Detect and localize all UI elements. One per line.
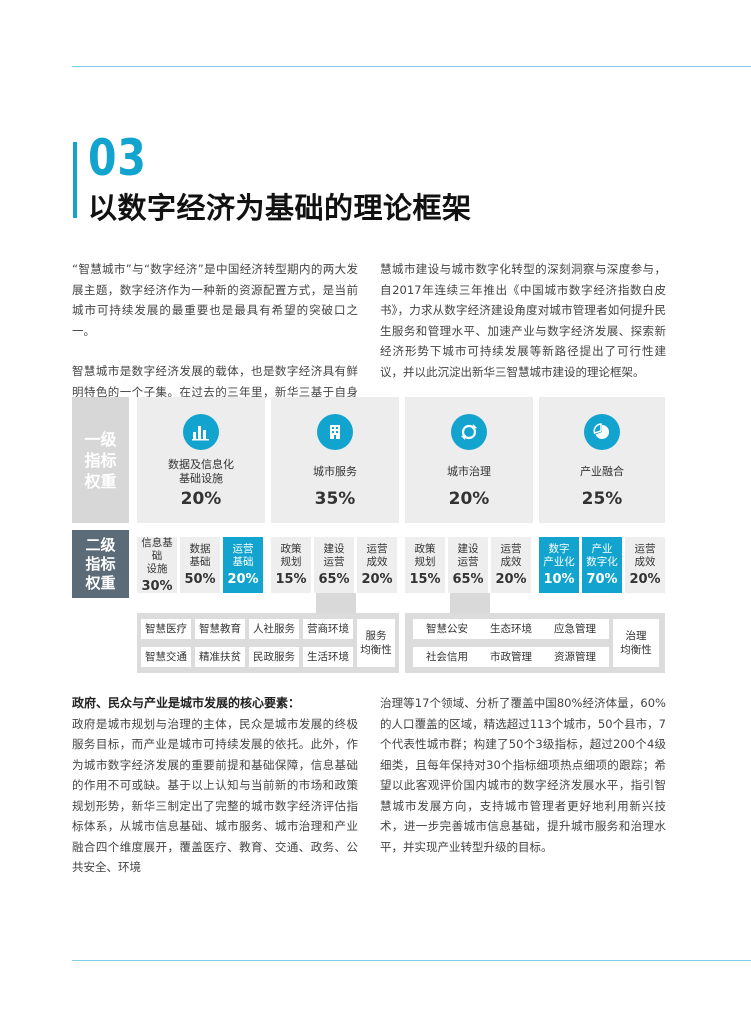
sub-indicator-label: 数据 基础 xyxy=(189,543,211,568)
sub-indicator: 政策 规划 15% xyxy=(271,537,311,593)
sub-indicator-weight: 20% xyxy=(227,572,259,587)
tag-item: 生活环境 xyxy=(303,647,353,667)
tag-item: 智慧教育 xyxy=(195,619,245,639)
sub-indicator-weight: 20% xyxy=(495,572,527,587)
sub-indicator: 运营 成效 20% xyxy=(357,537,397,593)
sub-indicator-weight: 50% xyxy=(184,572,216,587)
body-right-column: 治理等17个领域、分析了覆盖中国80%经济体量，60%的人口覆盖的区域，精选超过… xyxy=(380,693,666,857)
tag-item-balance: 治理 均衡性 xyxy=(613,619,659,667)
tag-item: 市政管理 xyxy=(477,647,545,667)
tag-item: 生态环境 xyxy=(477,619,545,639)
sub-indicator-weight: 20% xyxy=(361,572,393,587)
connector xyxy=(450,593,490,613)
building-icon xyxy=(317,414,353,450)
sub-indicator-label: 运营 成效 xyxy=(366,543,388,568)
category-name: 数据及信息化 基础设施 xyxy=(168,458,234,485)
sub-indicator-weight: 70% xyxy=(586,572,618,587)
sub-indicator: 政策 规划 15% xyxy=(405,537,445,593)
tag-item: 应急管理 xyxy=(541,619,609,639)
tag-item: 民政服务 xyxy=(249,647,299,667)
tag-item-balance: 服务 均衡性 xyxy=(357,619,395,667)
sub-indicator: 数字 产业化 10% xyxy=(539,537,579,593)
level2-label: 二级 指标 权重 xyxy=(72,530,129,598)
sub-indicator: 运营 成效 20% xyxy=(491,537,531,593)
sub-indicator-label: 数字 产业化 xyxy=(543,543,575,568)
category-name: 产业融合 xyxy=(580,465,624,478)
sub-indicator-label: 政策 规划 xyxy=(414,543,436,568)
sub-indicator-label: 建设 运营 xyxy=(323,543,345,568)
chapter-number: 03 xyxy=(88,129,147,187)
body-paragraph: 治理等17个领域、分析了覆盖中国80%经济体量，60%的人口覆盖的区域，精选超过… xyxy=(380,696,666,854)
tag-item: 人社服务 xyxy=(249,619,299,639)
sub-indicator-weight: 15% xyxy=(275,572,307,587)
tag-item: 资源管理 xyxy=(541,647,609,667)
chapter-accent-bar xyxy=(73,142,77,218)
intro-paragraph: “智慧城市”与“数字经济”是中国经济转型期内的两大发展主题，数字经济作为一种新的… xyxy=(72,262,358,338)
refresh-icon xyxy=(451,414,487,450)
sub-indicator-weight: 65% xyxy=(452,572,484,587)
tag-item: 精准扶贫 xyxy=(195,647,245,667)
sub-indicator-label: 运营 基础 xyxy=(232,543,254,568)
sub-indicator: 建设 运营 65% xyxy=(448,537,488,593)
category-card-services: 城市服务 35% xyxy=(271,397,399,523)
sub-indicator-weight: 20% xyxy=(629,572,661,587)
sub-indicator-label: 建设 运营 xyxy=(457,543,479,568)
sub-indicator-label: 信息基础 设施 xyxy=(141,536,173,575)
category-name: 城市治理 xyxy=(447,465,491,478)
sub-indicator: 数据 基础 50% xyxy=(180,537,220,593)
sub-indicator: 产业 数字化 70% xyxy=(582,537,622,593)
sub-indicator: 运营 基础 20% xyxy=(223,537,263,593)
service-tags-box: 智慧医疗 智慧教育 人社服务 营商环境 智慧交通 精准扶贫 民政服务 生活环境 … xyxy=(137,613,399,673)
top-rule xyxy=(72,66,751,67)
tag-item: 智慧医疗 xyxy=(141,619,191,639)
tag-item: 社会信用 xyxy=(413,647,481,667)
category-card-infrastructure: 数据及信息化 基础设施 20% xyxy=(137,397,265,523)
body-left-column: 政府、民众与产业是城市发展的核心要素： 政府是城市规划与治理的主体，民众是城市发… xyxy=(72,693,358,878)
category-card-industry: 产业融合 25% xyxy=(539,397,665,523)
sub-indicator-weight: 10% xyxy=(543,572,575,587)
sub-indicator-label: 政策 规划 xyxy=(280,543,302,568)
sub-indicator-label: 产业 数字化 xyxy=(586,543,618,568)
category-name: 城市服务 xyxy=(313,465,357,478)
body-heading: 政府、民众与产业是城市发展的核心要素： xyxy=(72,696,301,710)
tag-item: 智慧公安 xyxy=(413,619,481,639)
sub-indicator: 运营 成效 20% xyxy=(625,537,665,593)
category-card-governance: 城市治理 20% xyxy=(405,397,533,523)
governance-tags-box: 智慧公安 生态环境 应急管理 社会信用 市政管理 资源管理 治理 均衡性 xyxy=(405,613,665,673)
bar-chart-icon xyxy=(183,414,219,450)
intro-right-column: 慧城市建设与城市数字化转型的深刻洞察与深度参与，自2017年连续三年推出《中国城… xyxy=(380,259,666,402)
sub-indicator: 信息基础 设施 30% xyxy=(137,536,177,594)
intro-paragraph: 慧城市建设与城市数字化转型的深刻洞察与深度参与，自2017年连续三年推出《中国城… xyxy=(380,262,666,379)
tag-item: 营商环境 xyxy=(303,619,353,639)
sub-indicator-label: 运营 成效 xyxy=(500,543,522,568)
tag-item: 智慧交通 xyxy=(141,647,191,667)
connector xyxy=(316,593,356,613)
category-weight: 25% xyxy=(581,489,623,509)
level1-label: 一级 指标 权重 xyxy=(72,397,129,523)
sub-indicator-weight: 65% xyxy=(318,572,350,587)
sub-indicator-label: 运营 成效 xyxy=(634,543,656,568)
chapter-title: 以数字经济为基础的理论框架 xyxy=(88,191,472,225)
bottom-rule xyxy=(72,960,751,961)
sub-indicator: 建设 运营 65% xyxy=(314,537,354,593)
body-paragraph: 政府是城市规划与治理的主体，民众是城市发展的终极服务目标，而产业是城市可持续发展… xyxy=(72,716,358,875)
category-weight: 20% xyxy=(448,489,490,509)
sub-indicator-weight: 30% xyxy=(141,578,173,594)
pie-chart-icon xyxy=(584,414,620,450)
category-weight: 35% xyxy=(314,489,356,509)
sub-indicator-weight: 15% xyxy=(409,572,441,587)
category-weight: 20% xyxy=(180,489,222,509)
